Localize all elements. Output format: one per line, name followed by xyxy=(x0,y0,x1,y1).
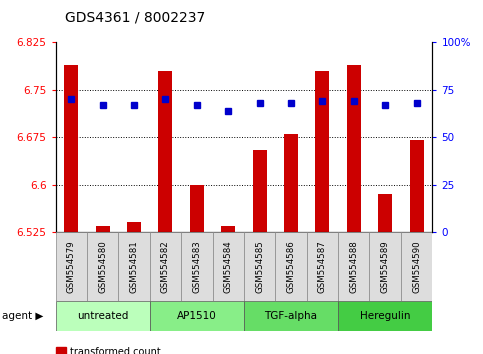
Bar xyxy=(221,225,235,232)
Bar xyxy=(244,232,275,301)
Bar xyxy=(190,184,204,232)
Text: GSM554590: GSM554590 xyxy=(412,240,421,293)
Bar xyxy=(338,232,369,301)
Text: untreated: untreated xyxy=(77,311,128,321)
Text: GSM554584: GSM554584 xyxy=(224,240,233,293)
Bar xyxy=(401,232,432,301)
Text: GDS4361 / 8002237: GDS4361 / 8002237 xyxy=(65,11,205,25)
Bar xyxy=(338,301,432,331)
Text: GSM554583: GSM554583 xyxy=(192,240,201,293)
Bar xyxy=(369,232,401,301)
Bar xyxy=(315,71,329,232)
Bar xyxy=(158,71,172,232)
Bar xyxy=(410,140,424,232)
Text: GSM554579: GSM554579 xyxy=(67,240,76,293)
Text: GSM554587: GSM554587 xyxy=(318,240,327,293)
Bar xyxy=(307,232,338,301)
Text: agent ▶: agent ▶ xyxy=(2,311,44,321)
Text: Heregulin: Heregulin xyxy=(360,311,411,321)
Bar xyxy=(96,225,110,232)
Text: GSM554589: GSM554589 xyxy=(381,240,390,293)
Bar xyxy=(347,64,361,232)
Bar xyxy=(244,301,338,331)
Bar xyxy=(87,232,118,301)
Text: transformed count: transformed count xyxy=(70,347,161,354)
Text: AP1510: AP1510 xyxy=(177,311,217,321)
Bar xyxy=(181,232,213,301)
Bar xyxy=(150,232,181,301)
Bar xyxy=(56,301,150,331)
Text: TGF-alpha: TGF-alpha xyxy=(265,311,317,321)
Bar xyxy=(56,232,87,301)
Bar xyxy=(253,150,267,232)
Bar xyxy=(127,222,141,232)
Text: GSM554580: GSM554580 xyxy=(98,240,107,293)
Bar xyxy=(118,232,150,301)
Bar xyxy=(378,194,392,232)
Text: GSM554588: GSM554588 xyxy=(349,240,358,293)
Bar xyxy=(150,301,244,331)
Bar xyxy=(284,134,298,232)
Text: GSM554585: GSM554585 xyxy=(255,240,264,293)
Text: GSM554586: GSM554586 xyxy=(286,240,296,293)
Bar xyxy=(64,64,78,232)
Text: GSM554581: GSM554581 xyxy=(129,240,139,293)
Bar xyxy=(213,232,244,301)
Text: GSM554582: GSM554582 xyxy=(161,240,170,293)
Bar xyxy=(275,232,307,301)
